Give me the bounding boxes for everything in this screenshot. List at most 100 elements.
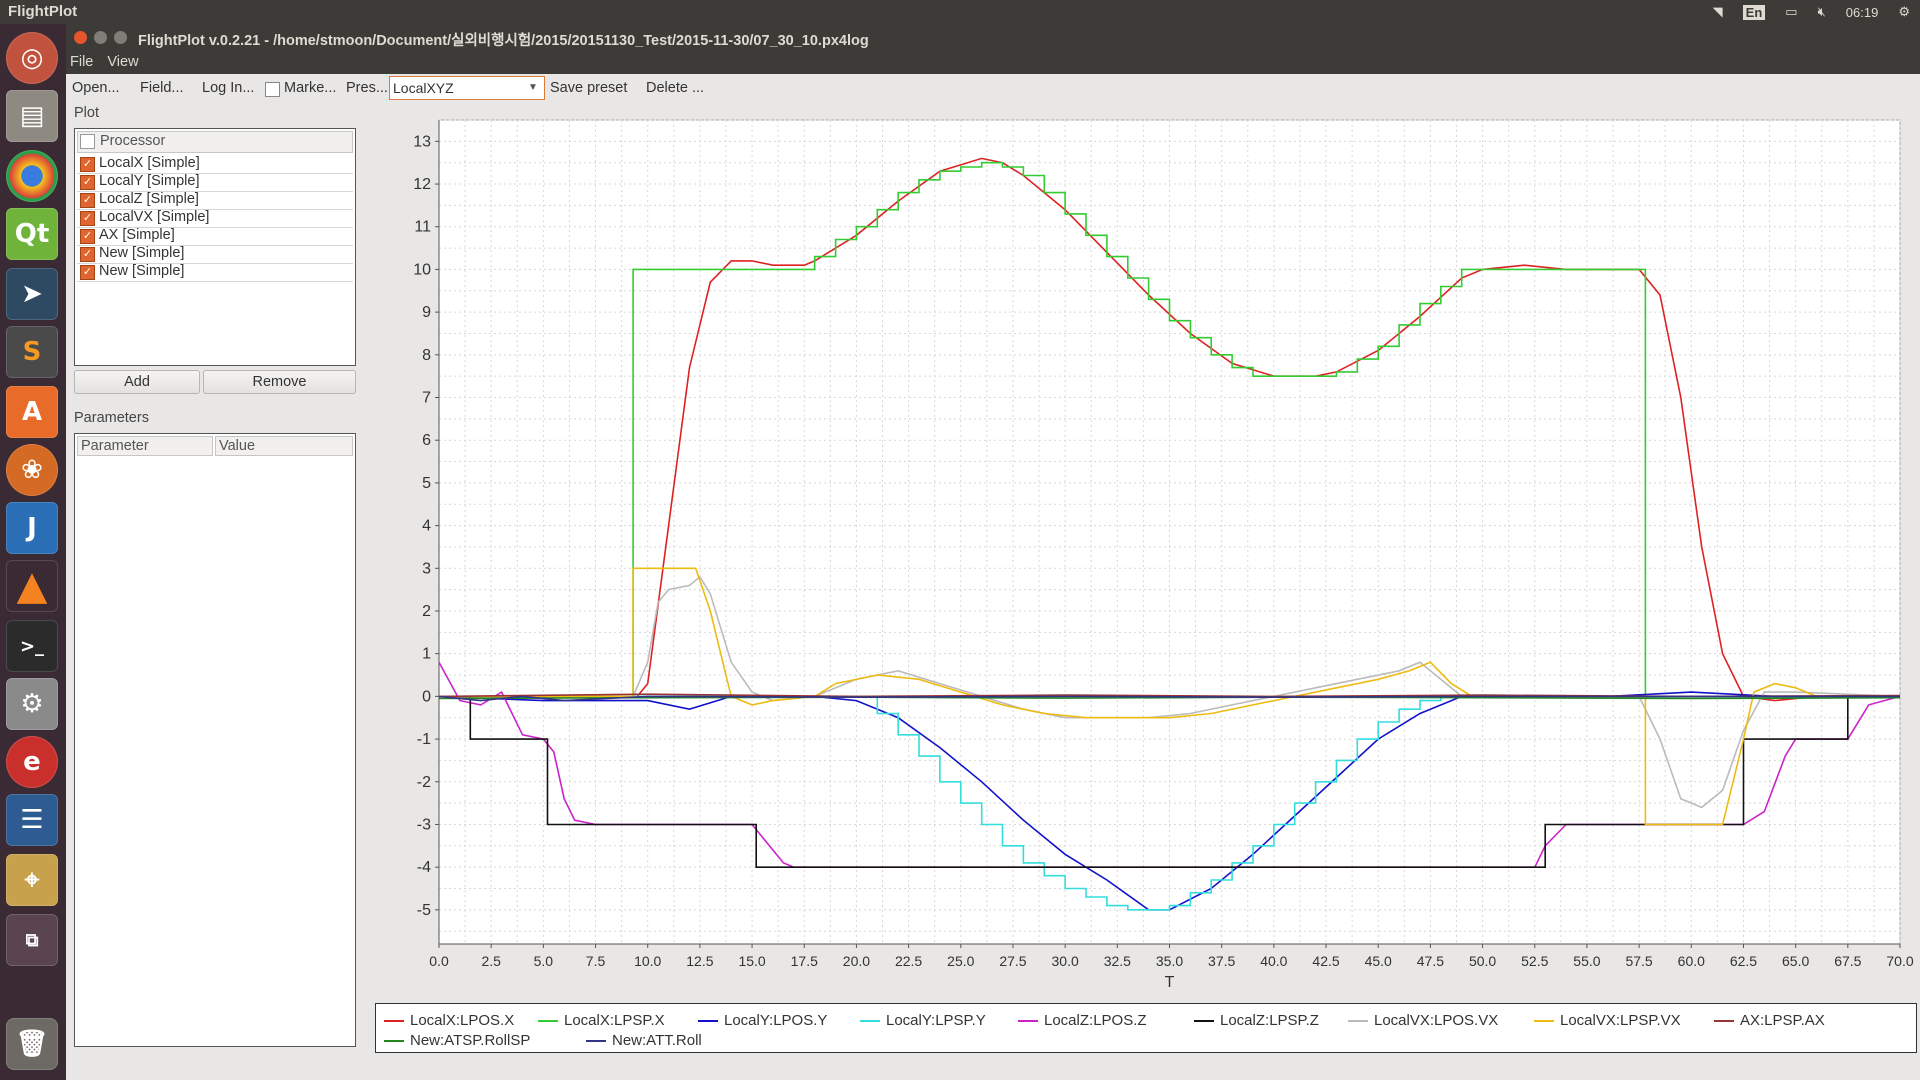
legend-label: LocalY:LPSP.Y: [886, 1012, 986, 1029]
terminal-icon[interactable]: >_: [6, 620, 58, 672]
processor-row[interactable]: ✓ LocalY [Simple]: [77, 173, 353, 192]
markers-label[interactable]: Marke...: [284, 80, 337, 96]
gitkraken-icon[interactable]: ❀: [6, 444, 58, 496]
x-tick-label: 67.5: [1834, 953, 1861, 969]
maximize-window-icon[interactable]: [114, 31, 127, 44]
processor-label: LocalX [Simple]: [99, 155, 200, 171]
login-button[interactable]: Log In...: [202, 80, 255, 96]
system-settings-icon[interactable]: ⚙: [6, 678, 58, 730]
open-button[interactable]: Open...: [72, 80, 120, 96]
intellij-icon[interactable]: J: [6, 502, 58, 554]
y-tick-label: 3: [422, 560, 431, 577]
legend-label: LocalVX:LPOS.VX: [1374, 1012, 1499, 1029]
processor-list[interactable]: Processor ✓ LocalX [Simple] ✓ LocalY [Simp…: [74, 128, 356, 366]
battery-icon[interactable]: ▭: [1785, 4, 1798, 19]
processor-checkbox[interactable]: ✓: [80, 247, 95, 262]
legend-swatch: [1194, 1020, 1214, 1023]
processor-row[interactable]: ✓ AX [Simple]: [77, 227, 353, 246]
processor-checkbox[interactable]: ✓: [80, 193, 95, 208]
processor-checkbox[interactable]: ✓: [80, 229, 95, 244]
add-processor-button[interactable]: Add: [74, 370, 200, 394]
wifi-icon[interactable]: ◥: [1712, 4, 1723, 19]
x-tick-label: 40.0: [1260, 953, 1287, 969]
chevron-down-icon[interactable]: ▼: [528, 82, 538, 93]
parameters-table[interactable]: Parameter Value: [74, 433, 356, 1047]
x-tick-label: 35.0: [1156, 953, 1183, 969]
sublime-text-icon[interactable]: S: [6, 326, 58, 378]
system-top-bar: FlightPlot ◥ En ▭ 🔇︎ 06:19 ⚙: [0, 0, 1920, 24]
menu-file[interactable]: File: [70, 54, 94, 70]
processor-row[interactable]: ✓ LocalX [Simple]: [77, 155, 353, 174]
parameters-panel-label: Parameters: [74, 410, 149, 426]
parameter-column-header[interactable]: Parameter: [77, 436, 213, 456]
y-tick-label: -3: [417, 816, 431, 833]
save-preset-button[interactable]: Save preset: [550, 80, 628, 96]
processor-label: LocalVX [Simple]: [99, 209, 210, 225]
series-line: [439, 567, 1900, 826]
x-tick-label: 70.0: [1886, 953, 1913, 969]
preset-combobox[interactable]: LocalXYZ: [389, 76, 545, 100]
processor-label: LocalZ [Simple]: [99, 191, 199, 207]
legend-label: AX:LPSP.AX: [1740, 1012, 1825, 1029]
keyboard-layout-indicator[interactable]: En: [1742, 4, 1766, 20]
processor-row[interactable]: ✓ New [Simple]: [77, 263, 353, 282]
delete-preset-button[interactable]: Delete ...: [646, 80, 705, 96]
x-axis-label: T: [1165, 974, 1175, 991]
processor-label: New [Simple]: [99, 263, 185, 279]
processor-checkbox[interactable]: ✓: [80, 175, 95, 190]
window-titlebar: FlightPlot v.0.2.21 - /home/stmoon/Docum…: [66, 24, 1920, 52]
processor-checkbox[interactable]: ✓: [80, 211, 95, 226]
plot-area[interactable]: 13 12 11 10 9 8 7 6 5 4 3 2 1 0 -1 -2 -3 -4 -5 0.0 2.5 5.0 7.5…: [375, 112, 1920, 1057]
remove-processor-button[interactable]: Remove: [203, 370, 356, 394]
y-tick-label: 1: [422, 646, 431, 663]
qt-creator-icon[interactable]: Qt: [6, 208, 58, 260]
vlc-icon[interactable]: ▲: [6, 560, 58, 612]
y-tick-label: -2: [417, 774, 431, 791]
legend-swatch: [1018, 1020, 1038, 1023]
y-tick-label: 13: [413, 133, 431, 150]
legend-label: LocalX:LPOS.X: [410, 1012, 515, 1029]
chrome-icon[interactable]: [6, 150, 58, 202]
legend-entry: New:ATSP.RollSP: [384, 1032, 530, 1049]
processor-list-header[interactable]: Processor: [77, 131, 353, 153]
ebook-reader-icon[interactable]: e: [6, 736, 58, 788]
x-tick-label: 62.5: [1730, 953, 1757, 969]
software-center-icon[interactable]: A: [6, 386, 58, 438]
series-line: [439, 161, 1900, 698]
legend-label: New:ATSP.RollSP: [410, 1032, 531, 1049]
files-icon[interactable]: ▤: [6, 90, 58, 142]
processor-row[interactable]: ✓ LocalZ [Simple]: [77, 191, 353, 210]
fields-button[interactable]: Field...: [140, 80, 184, 96]
y-tick-label: 5: [422, 475, 431, 492]
close-window-icon[interactable]: [74, 31, 87, 44]
window-title: FlightPlot v.0.2.21 - /home/stmoon/Docum…: [138, 33, 869, 49]
x-tick-label: 25.0: [947, 953, 974, 969]
y-tick-label: 8: [422, 347, 431, 364]
flightplot-icon[interactable]: ➤: [6, 268, 58, 320]
image-viewer-icon[interactable]: ⌖: [6, 854, 58, 906]
legend-label: LocalY:LPOS.Y: [724, 1012, 828, 1029]
dash-home-icon[interactable]: ◎: [6, 32, 58, 84]
processor-checkbox[interactable]: ✓: [80, 265, 95, 280]
processor-row[interactable]: ✓ New [Simple]: [77, 245, 353, 264]
workspace-switcher-icon[interactable]: ⧉: [6, 914, 58, 966]
x-tick-label: 52.5: [1521, 953, 1548, 969]
minimize-window-icon[interactable]: [94, 31, 107, 44]
processor-row[interactable]: ✓ LocalVX [Simple]: [77, 209, 353, 228]
legend-label: LocalZ:LPOS.Z: [1044, 1012, 1147, 1029]
trash-icon[interactable]: 🗑︎: [6, 1018, 58, 1070]
clock[interactable]: 06:19: [1845, 4, 1879, 20]
processor-column-label: Processor: [100, 133, 166, 149]
markers-checkbox[interactable]: [265, 82, 280, 97]
volume-muted-icon[interactable]: 🔇︎: [1817, 4, 1826, 19]
session-gear-icon[interactable]: ⚙: [1898, 4, 1910, 19]
select-all-checkbox[interactable]: [80, 134, 95, 149]
menu-view[interactable]: View: [107, 54, 139, 70]
x-tick-label: 45.0: [1365, 953, 1392, 969]
processor-checkbox[interactable]: ✓: [80, 157, 95, 172]
value-column-header[interactable]: Value: [215, 436, 353, 456]
writer-document-icon[interactable]: ☰: [6, 794, 58, 846]
y-tick-label: -4: [417, 859, 431, 876]
y-tick-label: -1: [417, 731, 431, 748]
